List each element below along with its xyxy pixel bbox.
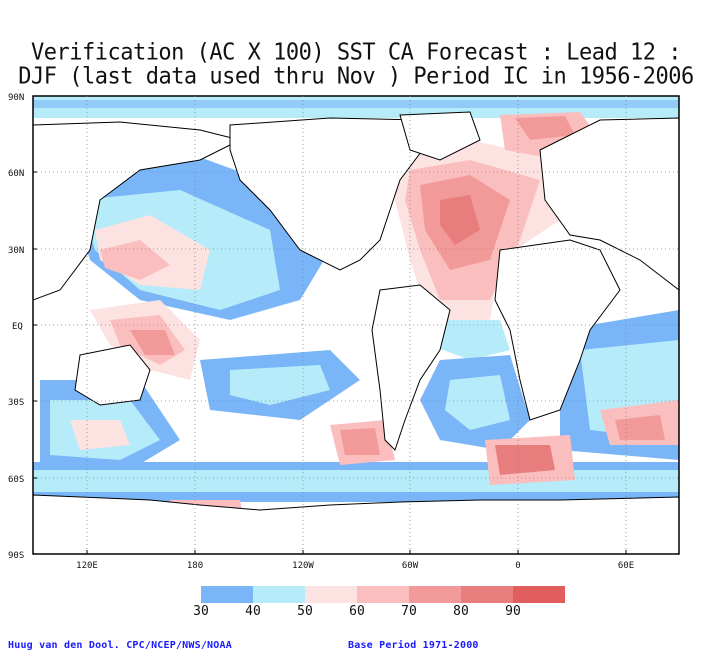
legend-label-50: 50 [297, 604, 313, 619]
chart-title-line2: DJF (last data used thru Nov ) Period IC… [18, 63, 694, 90]
legend-label-30: 30 [193, 604, 209, 619]
legend-swatch-2 [305, 586, 357, 603]
lon-label-120e: 120E [76, 561, 98, 571]
axis-ticks [33, 95, 627, 555]
legend-colorbar [201, 586, 565, 603]
legend-swatch-3 [357, 586, 409, 603]
lat-label-30s: 30S [8, 398, 24, 408]
credit-base-period: Base Period 1971-2000 [348, 640, 479, 651]
lat-label-60s: 60S [8, 475, 24, 485]
lon-label-60w: 60W [402, 561, 419, 571]
lat-label-90s: 90S [8, 551, 24, 561]
lat-label-30n: 30N [8, 246, 24, 256]
lon-label-120w: 120W [292, 561, 314, 571]
lon-label-180: 180 [187, 561, 203, 571]
lon-label-60e: 60E [618, 561, 634, 571]
legend-label-70: 70 [401, 604, 417, 619]
legend-label-80: 80 [453, 604, 469, 619]
lon-label-0: 0 [515, 561, 520, 571]
lat-label-90n: 90N [8, 93, 24, 103]
legend-swatch-6 [513, 586, 565, 603]
legend-label-60: 60 [349, 604, 365, 619]
graticule [33, 96, 679, 554]
legend-swatch-0 [201, 586, 253, 603]
lat-label-60n: 60N [8, 169, 24, 179]
legend-swatch-1 [253, 586, 305, 603]
chart-title-line1: Verification (AC X 100) SST CA Forecast … [30, 39, 682, 66]
legend-swatch-5 [461, 586, 513, 603]
legend-label-40: 40 [245, 604, 261, 619]
lat-label-eq: EQ [12, 322, 23, 332]
credit-author: Huug van den Dool. CPC/NCEP/NWS/NOAA [8, 640, 232, 651]
continents [33, 111, 679, 554]
legend-label-90: 90 [505, 604, 521, 619]
legend-swatch-4 [409, 586, 461, 603]
